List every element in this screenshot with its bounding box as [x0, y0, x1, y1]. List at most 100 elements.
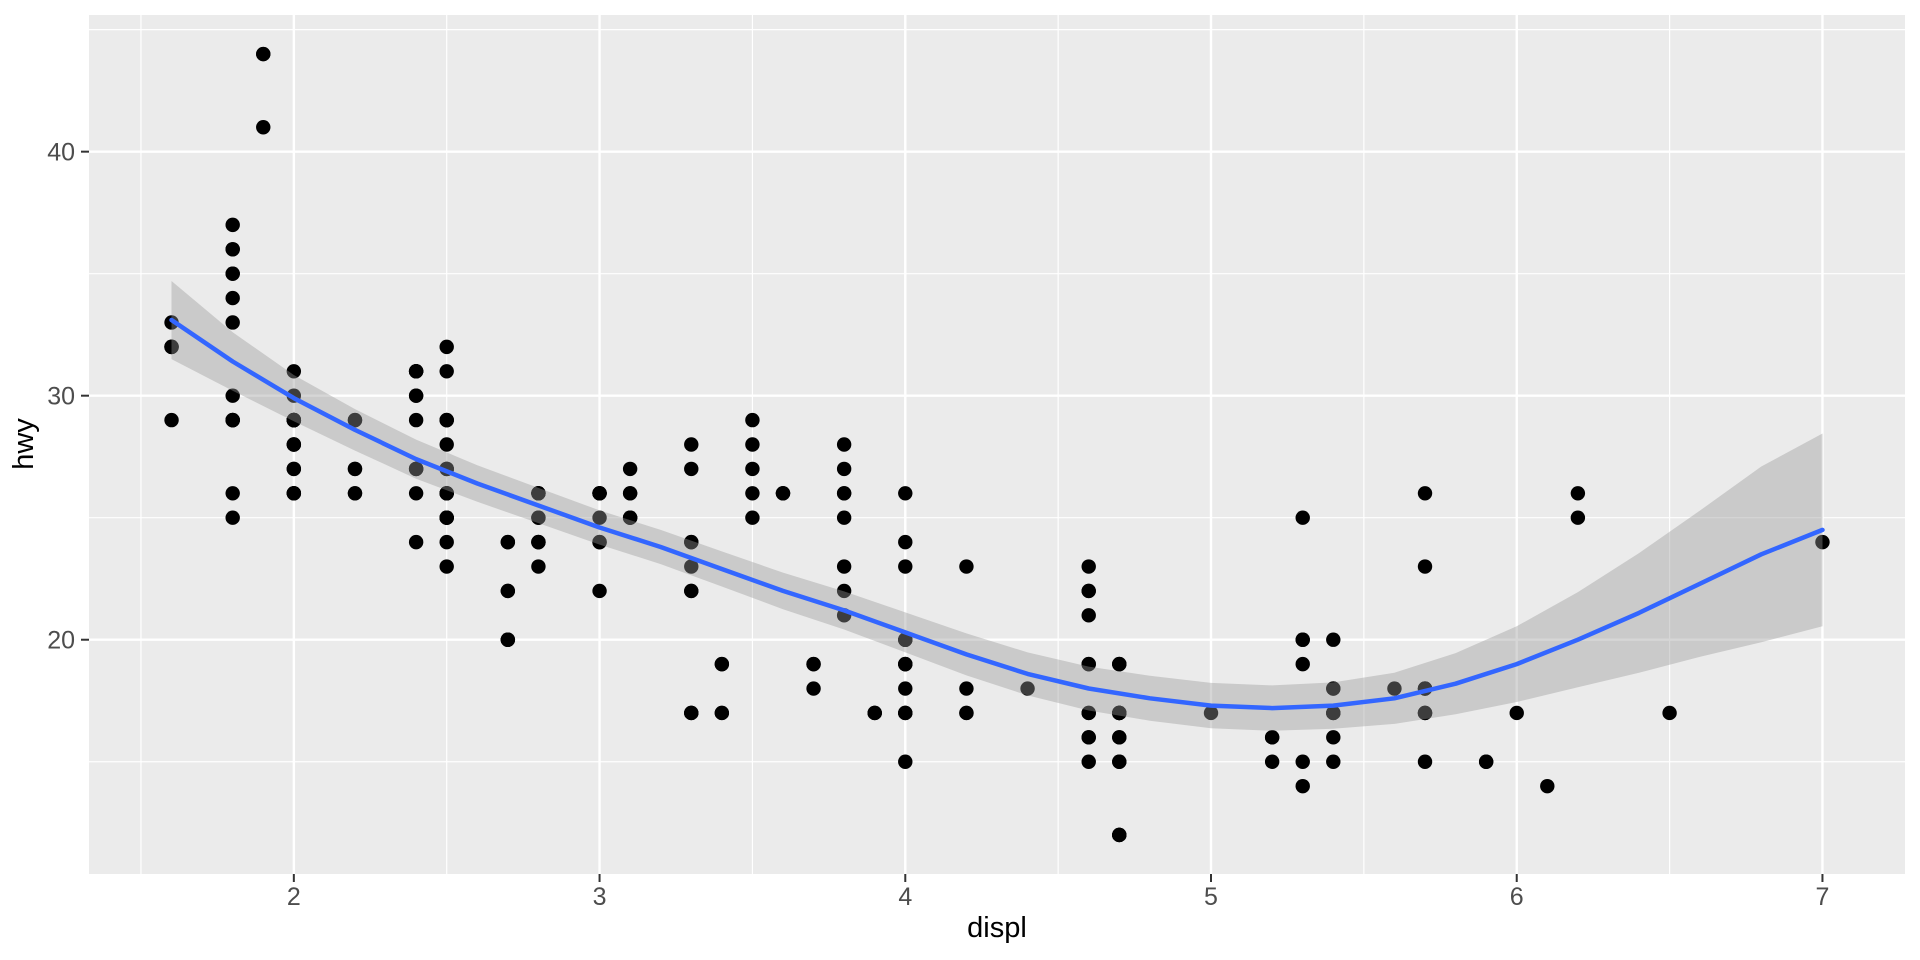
data-point — [1540, 778, 1555, 794]
data-point — [1081, 730, 1096, 745]
data-point — [1478, 754, 1494, 769]
data-point — [1112, 730, 1127, 745]
data-point — [408, 388, 424, 403]
confidence-ribbon — [171, 281, 1823, 731]
data-point — [164, 412, 179, 428]
data-point — [898, 656, 913, 672]
data-point — [408, 461, 424, 477]
data-point — [836, 510, 852, 525]
data-point — [531, 534, 546, 550]
smooth-line — [169, 317, 1825, 711]
data-point — [1295, 510, 1310, 525]
data-point — [1020, 681, 1035, 696]
data-point — [684, 705, 699, 721]
data-point — [592, 583, 607, 599]
data-point — [684, 437, 699, 452]
data-point — [684, 583, 699, 599]
data-point — [439, 486, 454, 501]
y-tick-label: 20 — [47, 627, 75, 655]
y-axis-title: hwy — [8, 418, 40, 470]
data-point — [225, 242, 240, 257]
data-point — [622, 486, 638, 501]
data-point — [500, 632, 516, 647]
data-point — [1326, 754, 1341, 769]
data-point — [1112, 705, 1127, 721]
data-point — [286, 364, 302, 379]
data-point — [1295, 632, 1310, 647]
data-point — [745, 461, 760, 477]
data-point — [1509, 705, 1524, 721]
data-point — [836, 583, 852, 599]
data-point — [1081, 705, 1096, 721]
data-point — [898, 559, 913, 574]
data-point — [959, 681, 974, 696]
data-point — [592, 534, 607, 550]
data-point — [256, 120, 271, 135]
data-point — [622, 510, 638, 525]
data-point — [408, 412, 424, 428]
data-point — [684, 461, 699, 477]
data-point — [286, 461, 302, 477]
data-point — [500, 583, 516, 599]
data-point — [898, 681, 913, 696]
data-point — [225, 510, 240, 525]
data-point — [806, 656, 821, 672]
data-point — [1326, 681, 1341, 696]
data-point — [836, 461, 852, 477]
data-point — [439, 339, 454, 355]
data-point — [836, 486, 852, 501]
data-point — [1417, 754, 1433, 769]
y-tick-label: 30 — [47, 383, 75, 411]
data-point — [439, 510, 454, 525]
data-point — [225, 486, 240, 501]
axis-tick-labels: 2 3 4 5 6 7 20 30 40 — [47, 139, 1829, 911]
data-point — [1081, 559, 1096, 574]
data-point — [1326, 632, 1341, 647]
data-point — [898, 486, 913, 501]
data-point — [225, 412, 240, 428]
data-point — [1326, 705, 1341, 721]
loess-smooth-line — [169, 317, 1825, 711]
data-point — [898, 754, 913, 769]
data-point — [1295, 778, 1310, 794]
data-point — [1570, 486, 1586, 501]
data-point — [745, 412, 760, 428]
data-point — [1112, 754, 1127, 769]
data-point — [898, 705, 913, 721]
x-tick-label: 2 — [287, 883, 301, 911]
data-point — [1081, 608, 1096, 623]
data-point — [1387, 681, 1402, 696]
data-point — [1417, 559, 1433, 574]
data-point — [531, 510, 546, 525]
data-point — [806, 681, 821, 696]
data-point — [1081, 656, 1096, 672]
data-point — [867, 705, 882, 721]
data-point — [1081, 754, 1096, 769]
data-point — [1326, 730, 1341, 745]
confidence-band — [171, 281, 1823, 731]
data-point — [347, 486, 363, 501]
x-tick-label: 5 — [1204, 883, 1218, 911]
data-point — [684, 559, 699, 574]
data-point — [898, 632, 913, 647]
data-point — [622, 461, 638, 477]
data-point — [347, 412, 363, 428]
data-point — [408, 486, 424, 501]
data-point — [714, 656, 730, 672]
data-point — [164, 339, 179, 355]
data-point — [500, 534, 516, 550]
data-point — [745, 437, 760, 452]
data-point — [408, 534, 424, 550]
data-point — [1417, 486, 1433, 501]
x-tick-label: 4 — [898, 883, 912, 911]
data-point — [439, 534, 454, 550]
data-point — [1417, 705, 1433, 721]
data-point — [225, 315, 240, 330]
data-point — [1662, 705, 1677, 721]
axis-ticks — [81, 150, 1824, 882]
data-point — [1081, 583, 1096, 599]
data-point — [408, 364, 424, 379]
x-tick-label: 6 — [1510, 883, 1524, 911]
